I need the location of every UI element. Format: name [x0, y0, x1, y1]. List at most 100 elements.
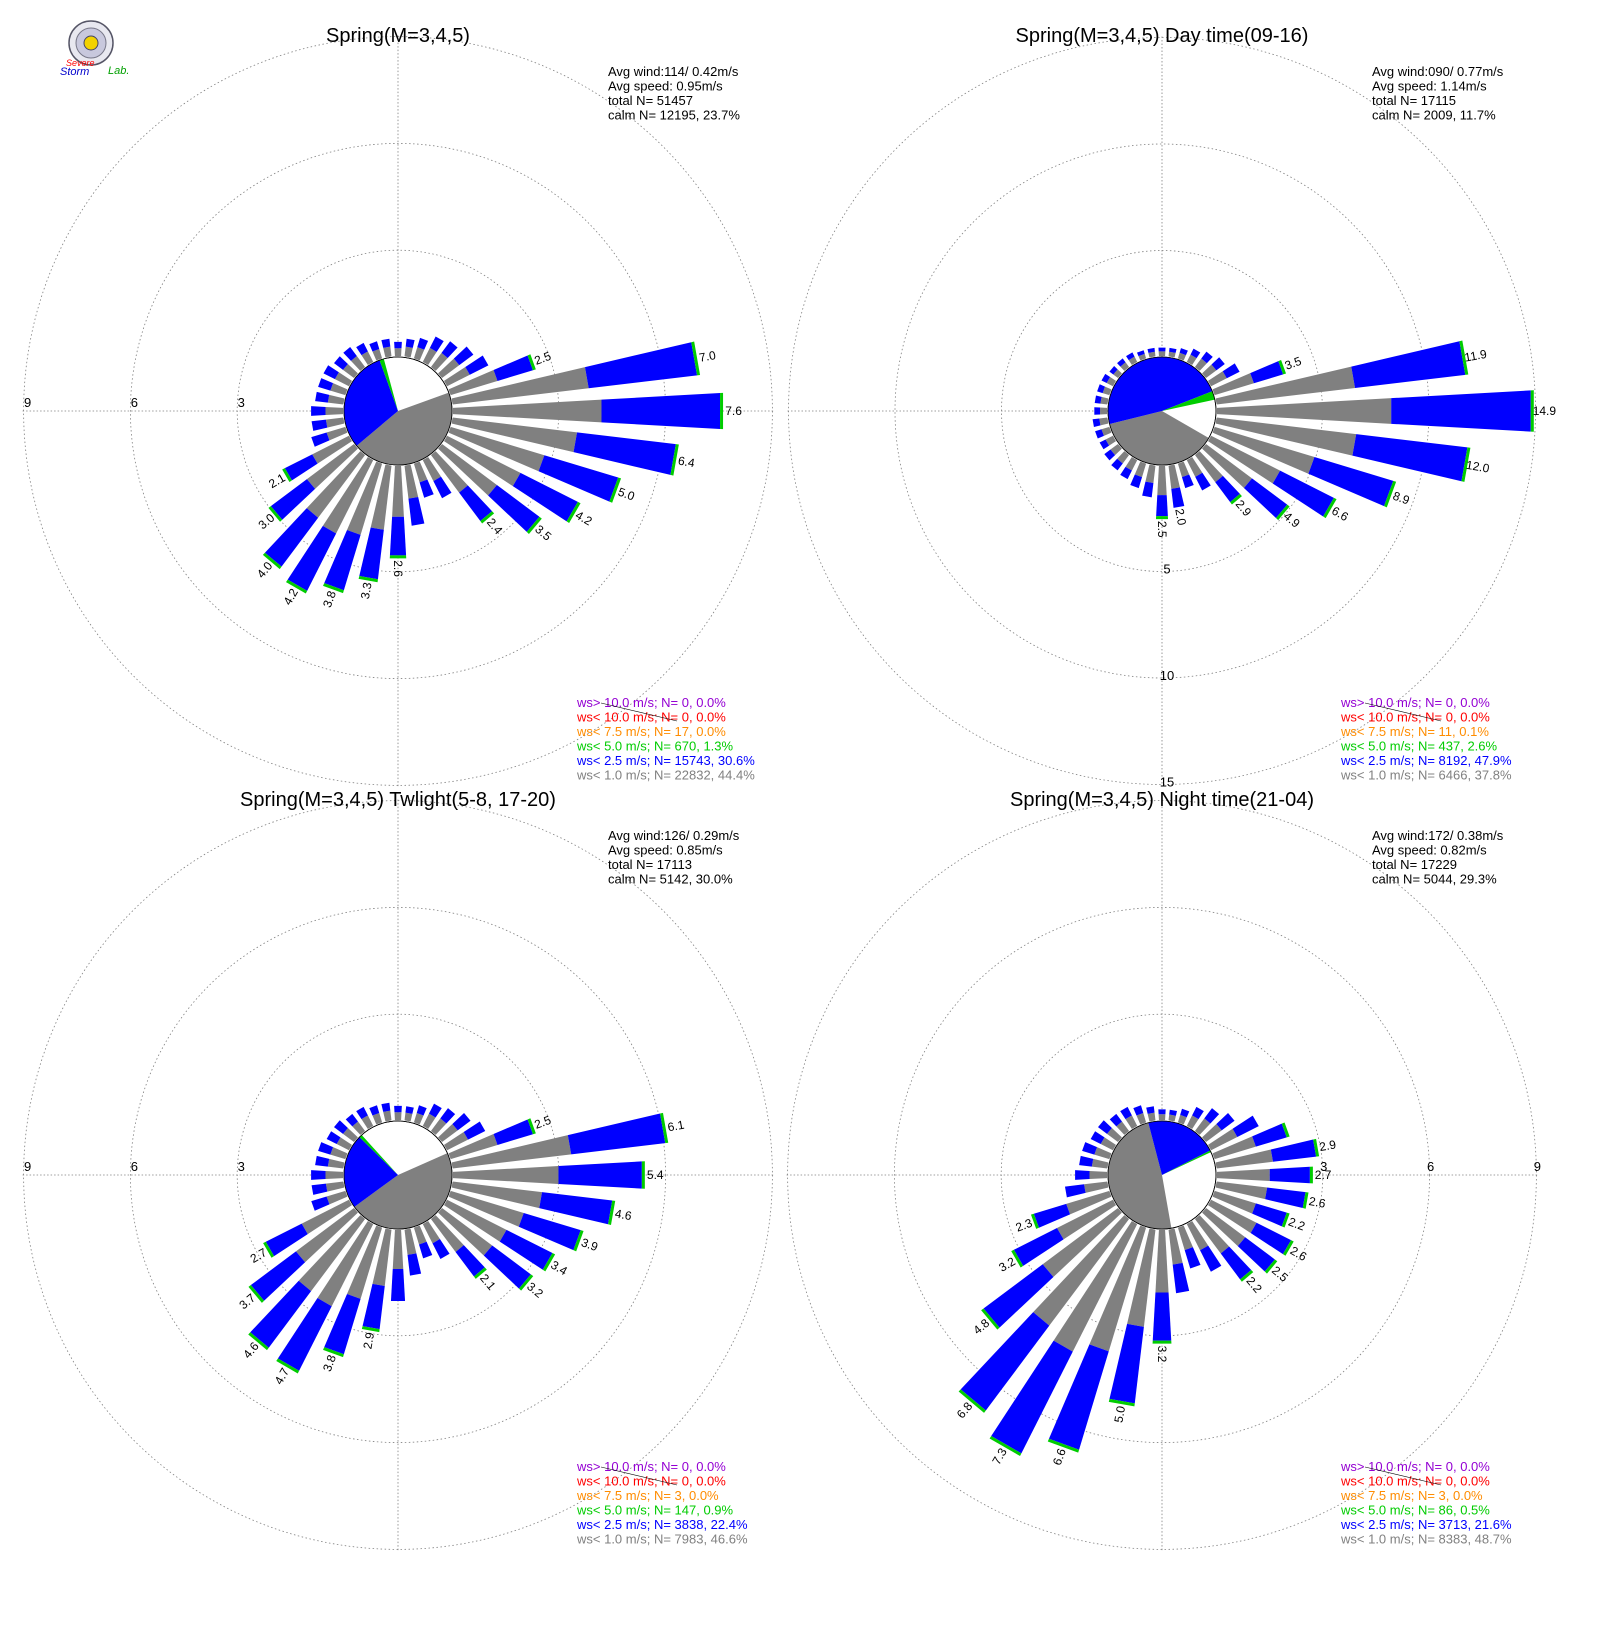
logo-text-severe: Severe	[66, 58, 95, 68]
bar-sector-21-blue	[277, 1298, 332, 1371]
bar-sector-23-gray	[295, 1207, 358, 1263]
bar-sector-16-gray	[1177, 1225, 1193, 1251]
bar-sector-5-blue	[453, 346, 474, 366]
bar-sector-8-gray	[451, 367, 589, 405]
bar-sector-4-gray	[430, 1118, 447, 1135]
ring-label-2: 6	[131, 395, 138, 410]
bar-sector-11-blue	[518, 1212, 581, 1251]
bar-sector-5-blue	[1211, 357, 1225, 371]
bar-value-label-7: 2.5	[532, 349, 553, 368]
bar-sector-16-gray	[413, 1225, 427, 1245]
legend-entry-1: ws> 10.0 m/s; N= 0, 0.0%	[1340, 1459, 1490, 1474]
bar-sector-15-blue	[1195, 472, 1211, 491]
bar-sector-9-blue	[1269, 1166, 1310, 1184]
bar-sector-29-gray	[330, 1147, 348, 1160]
bar-sector-33-blue	[356, 342, 368, 356]
calm-slice-green	[1162, 391, 1215, 411]
bar-value-label-11: 3.9	[579, 1235, 600, 1254]
bar-sector-28-blue	[1094, 395, 1102, 404]
bar-value-label-8: 11.9	[1463, 347, 1488, 365]
bar-sector-14-gray	[430, 1215, 464, 1252]
bar-sector-22-green	[248, 1332, 269, 1351]
bar-sector-12-green	[566, 501, 581, 523]
bar-sector-32-blue	[1117, 358, 1126, 367]
bar-sector-12-blue	[499, 1229, 553, 1270]
bar-sector-7-green	[527, 1118, 536, 1135]
panel-title: Spring(M=3,4,5) Twlight(5-8, 17-20)	[240, 789, 556, 811]
bar-sector-23-blue	[983, 1264, 1054, 1328]
bar-sector-14-green	[1240, 1269, 1254, 1282]
wind-rose-panel-4: 3 6 92.92.72.62.22.62.52.23.25.06.67.36.84…	[786, 789, 1541, 1551]
bar-sector-13-green	[518, 1274, 534, 1291]
bar-sector-21-blue	[287, 525, 337, 591]
bar-value-label-18: 2.6	[391, 560, 405, 577]
bar-sector-4-blue	[440, 1108, 456, 1124]
bar-sector-10-green	[1461, 447, 1471, 482]
bar-sector-17-gray	[404, 1228, 417, 1255]
bar-sector-22-blue	[960, 1312, 1050, 1411]
bar-sector-7-blue	[1250, 361, 1284, 384]
bar-sector-10-green	[1302, 1192, 1309, 1209]
bar-sector-12-gray	[444, 1199, 507, 1242]
ring-label-2: 10	[1160, 668, 1174, 683]
bar-sector-18-gray	[1157, 465, 1167, 496]
bar-sector-19-blue	[1142, 481, 1154, 498]
grid-ring-2	[894, 907, 1431, 1444]
bar-sector-2-blue	[1179, 348, 1188, 356]
bar-sector-33-blue	[1120, 1106, 1132, 1120]
bar-sector-8-green	[1313, 1138, 1320, 1157]
bar-sector-23-gray	[306, 443, 358, 489]
bar-sector-34-blue	[369, 1105, 380, 1116]
bar-sector-15-gray	[422, 1221, 440, 1244]
bar-sector-34-gray	[372, 348, 383, 361]
bar-sector-34-blue	[369, 341, 380, 352]
stats-line-4: calm N= 2009, 11.7%	[1372, 108, 1496, 123]
bar-sector-1-gray	[404, 1112, 413, 1122]
bar-value-label-12: 4.2	[573, 508, 595, 529]
bar-sector-6-gray	[444, 1132, 469, 1151]
bar-sector-20-green	[323, 583, 344, 594]
bar-sector-6-blue	[1232, 1115, 1259, 1137]
bar-sector-23-green	[248, 1285, 265, 1303]
bar-sector-14-gray	[430, 451, 468, 493]
bar-sector-4-gray	[1194, 1118, 1211, 1135]
bar-sector-10-blue	[1352, 434, 1468, 482]
bar-sector-36-gray	[1158, 351, 1166, 357]
bar-sector-22-gray	[1033, 1215, 1130, 1326]
bar-sector-21-green	[276, 1358, 300, 1374]
bar-sector-16-gray	[413, 461, 428, 483]
bar-sector-13-blue	[1243, 478, 1288, 519]
bar-sector-16-blue	[1184, 1247, 1201, 1269]
bar-value-label-12: 2.6	[1288, 1244, 1310, 1265]
bar-sector-34-blue	[1136, 350, 1145, 357]
bar-sector-31-gray	[342, 1127, 358, 1143]
bar-sector-5-blue	[1216, 1112, 1235, 1131]
bar-value-label-8: 7.0	[698, 348, 717, 365]
bar-sector-32-gray	[1120, 362, 1130, 371]
bar-sector-20-blue	[1048, 1344, 1109, 1450]
bar-sector-11-gray	[1212, 426, 1315, 474]
bar-sector-20-blue	[1130, 474, 1143, 489]
bar-sector-6-gray	[444, 366, 470, 387]
bar-sector-35-gray	[383, 346, 392, 358]
bar-sector-19-gray	[372, 1228, 392, 1286]
bar-value-label-9: 7.6	[725, 404, 742, 418]
bar-sector-31-blue	[334, 1120, 348, 1134]
bar-sector-19-blue	[1109, 1323, 1144, 1404]
bar-sector-4-gray	[430, 352, 448, 371]
bar-sector-1-gray	[404, 346, 413, 358]
bar-sector-26-blue	[1064, 1184, 1086, 1198]
bar-sector-32-gray	[350, 355, 366, 371]
grid-ring-2	[129, 907, 667, 1444]
calm-slice-blue	[344, 360, 398, 446]
bar-sector-15-blue	[433, 476, 452, 499]
bar-sector-29-blue	[318, 1142, 334, 1155]
legend-entry-6: ws< 1.0 m/s; N= 8383, 48.7%	[1340, 1532, 1512, 1547]
bar-sector-27-blue	[1094, 407, 1101, 415]
bar-sector-6-blue	[1222, 363, 1240, 379]
bar-sector-10-gray	[1215, 1181, 1268, 1200]
bar-value-label-8: 6.1	[666, 1118, 685, 1135]
bar-sector-35-blue	[381, 338, 391, 348]
bar-sector-31-blue	[1098, 1120, 1112, 1134]
bar-value-label-19: 3.3	[358, 581, 375, 600]
